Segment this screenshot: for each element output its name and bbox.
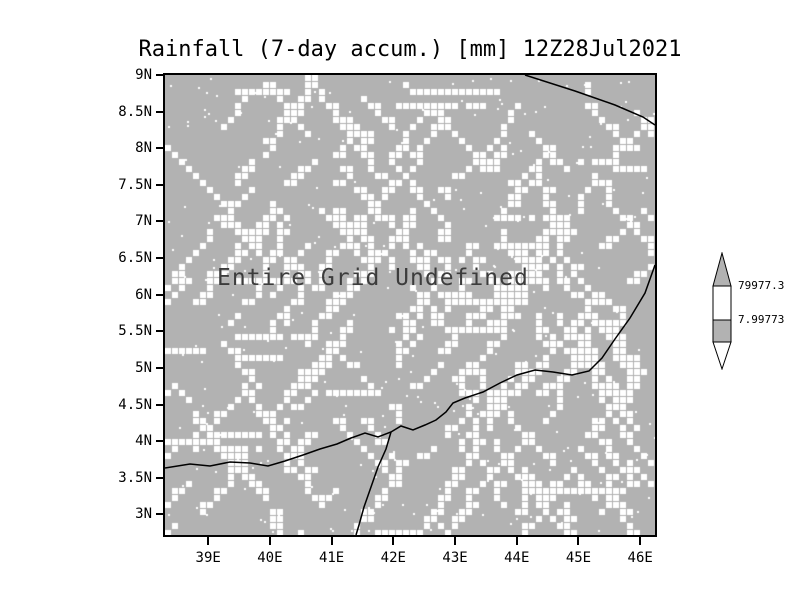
x-axis-tick xyxy=(515,537,518,545)
y-axis-label: 8.5N xyxy=(118,103,152,120)
x-axis-tick xyxy=(577,537,580,545)
y-axis-label: 5.5N xyxy=(118,323,152,340)
coastline-path xyxy=(524,75,655,126)
x-axis-tick xyxy=(639,537,642,545)
y-axis-tick xyxy=(156,74,164,76)
coastline-overlay xyxy=(165,75,655,535)
y-axis-label: 5N xyxy=(135,359,152,376)
x-axis-label: 42E xyxy=(380,550,406,566)
colorbar-upper-band xyxy=(712,285,732,321)
y-axis-label: 6N xyxy=(135,286,152,303)
undefined-grid-texture xyxy=(165,75,655,535)
y-axis-tick xyxy=(156,183,164,186)
x-axis-label: 40E xyxy=(257,550,283,566)
x-axis-tick xyxy=(454,537,457,545)
colorbar-lower-band xyxy=(712,319,732,343)
y-axis-label: 8N xyxy=(135,140,152,157)
x-axis-label: 44E xyxy=(504,550,530,566)
y-axis-label: 4.5N xyxy=(118,396,152,413)
coastline-path xyxy=(355,431,392,535)
y-axis-tick xyxy=(156,220,164,223)
y-axis-tick xyxy=(156,366,164,369)
y-axis-tick xyxy=(156,147,164,150)
y-axis-label: 6.5N xyxy=(118,250,152,267)
x-axis-label: 41E xyxy=(318,550,345,566)
colorbar xyxy=(712,252,732,370)
x-axis-tick xyxy=(330,537,333,545)
x-axis-tick xyxy=(392,537,395,545)
x-axis-label: 45E xyxy=(565,550,592,566)
y-axis-label: 9N xyxy=(135,67,152,83)
colorbar-min-label: 7.99773 xyxy=(738,313,785,326)
colorbar-top-arrow xyxy=(712,252,732,287)
coastline-path xyxy=(165,264,655,469)
y-axis-label: 4N xyxy=(135,433,152,450)
y-axis-tick xyxy=(156,330,164,333)
y-axis-label: 7N xyxy=(135,213,152,230)
chart-title: Rainfall (7-day accum.) [mm] 12Z28Jul202… xyxy=(138,37,682,62)
y-axis-tick xyxy=(156,293,164,296)
grid-undefined-annotation: Entire Grid Undefined xyxy=(217,265,529,291)
colorbar-bottom-arrow xyxy=(712,341,732,370)
y-axis-tick xyxy=(156,440,164,443)
y-axis-tick xyxy=(156,513,164,516)
y-axis-label: 3N xyxy=(135,506,152,523)
plot-area: Entire Grid Undefined xyxy=(163,73,657,537)
y-axis-tick xyxy=(156,257,164,260)
colorbar-max-label: 79977.3 xyxy=(738,279,785,292)
y-axis-tick xyxy=(156,476,164,479)
y-axis-label: 7.5N xyxy=(118,176,152,193)
x-axis-tick xyxy=(268,537,271,545)
y-axis-tick xyxy=(156,110,164,113)
x-axis-label: 39E xyxy=(195,550,221,566)
y-axis-tick xyxy=(156,403,164,406)
x-axis-label: 46E xyxy=(627,550,653,566)
y-axis-label: 3.5N xyxy=(118,469,152,486)
x-axis-label: 43E xyxy=(442,550,468,566)
x-axis-tick xyxy=(207,537,210,545)
